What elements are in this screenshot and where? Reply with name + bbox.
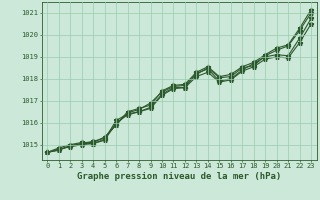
X-axis label: Graphe pression niveau de la mer (hPa): Graphe pression niveau de la mer (hPa) <box>77 172 281 181</box>
